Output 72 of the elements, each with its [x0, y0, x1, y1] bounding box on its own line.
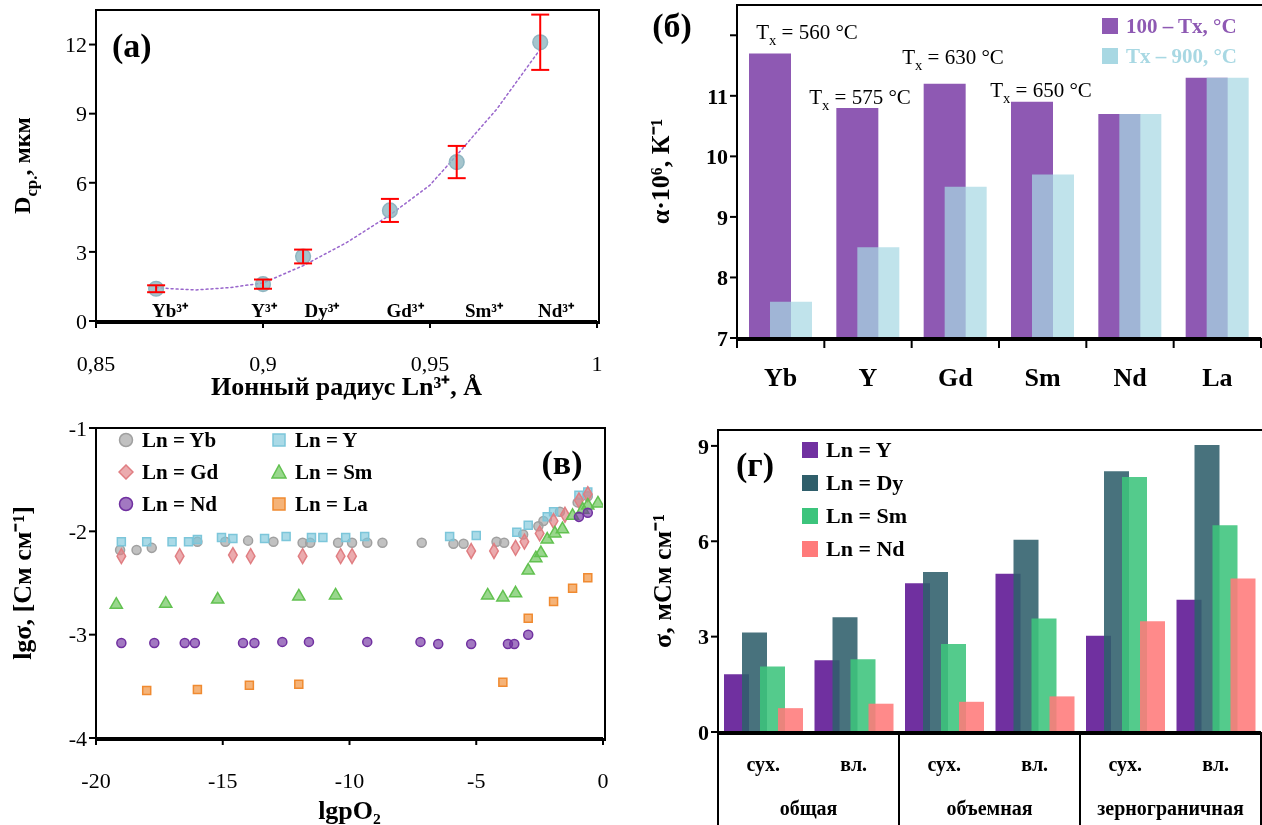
y-tick-label: 9 [76, 101, 87, 127]
legend-label: Ln = Yb [142, 427, 217, 453]
y-tick-label: 10 [706, 144, 728, 170]
chart-title: (б) [652, 6, 692, 45]
annotation: Gd³⁺ [386, 299, 425, 321]
legend-label: Ln = Dy [826, 470, 904, 496]
annotation: Dy³⁺ [304, 299, 341, 321]
x-tick-label: 0,85 [76, 350, 116, 376]
y-tick-label: -1 [68, 415, 87, 441]
legend-label: Ln = Nd [142, 491, 217, 517]
annotation: Yb³⁺ [152, 299, 189, 321]
x-tick-label: -10 [334, 767, 365, 793]
annotation: Nd³⁺ [538, 299, 575, 321]
y-tick-label: 12 [65, 32, 87, 58]
y-tick-label: 0 [698, 719, 709, 745]
x-tick-label: 1 [591, 350, 603, 376]
annotation: T$_{x}$ = 650 °C [990, 78, 1092, 106]
y-tick-label: -2 [68, 519, 87, 545]
text: общая [779, 797, 838, 819]
x-tick-label: вл. [1021, 753, 1049, 775]
legend-label: Ln = Y [826, 437, 892, 463]
x-tick-label: Y [858, 362, 878, 392]
x-tick-label: Sm [1024, 362, 1062, 392]
annotation: T$_{x}$ = 575 °C [809, 85, 911, 113]
annotation: T$_{x}$ = 630 °C [902, 45, 1004, 73]
y-tick-label: 6 [76, 170, 87, 196]
x-tick-label: 0 [597, 767, 609, 793]
annotation: Y³⁺ [251, 299, 278, 321]
x-tick-label: -5 [467, 767, 486, 793]
x-tick-label: сух. [927, 753, 962, 776]
legend-label: Tx – 900, °C [1125, 43, 1237, 69]
x-tick-label: вл. [840, 753, 868, 775]
y-tick-label: 3 [76, 239, 87, 265]
y-tick-label: 7 [717, 325, 728, 351]
legend-label: Ln = Gd [142, 459, 219, 485]
y-axis-title: α·10⁶, К⁻¹ [645, 118, 675, 225]
y-tick-label: -3 [68, 622, 87, 648]
x-tick-label: сух. [746, 753, 781, 776]
x-tick-label: 0,9 [249, 350, 277, 376]
legend-label: 100 – Tx, °C [1125, 13, 1237, 39]
y-tick-label: 0 [76, 308, 87, 334]
text: (a) [112, 26, 152, 65]
x-tick-label: La [1202, 362, 1233, 392]
y-tick-label: 3 [698, 624, 709, 650]
y-tick-label: 8 [717, 265, 728, 291]
text: (г) [735, 445, 775, 484]
y-axis-title: lgσ, [См см⁻¹] [7, 506, 37, 660]
annotation: Sm³⁺ [464, 299, 505, 321]
legend-label: Ln = La [295, 491, 368, 517]
x-tick-label: -20 [81, 767, 111, 793]
text: (в) [541, 443, 583, 482]
y-tick-label: 9 [717, 204, 728, 230]
y-axis-title: σ, мСм см⁻¹ [647, 514, 677, 648]
x-tick-label: Gd [937, 362, 974, 392]
x-tick-label: 0,95 [410, 350, 450, 376]
text: объемная [946, 797, 1033, 819]
y-tick-label: 6 [698, 529, 709, 555]
legend-label: Ln = Sm [295, 459, 373, 485]
legend-label: Ln = Nd [826, 536, 905, 562]
y-tick-label: 11 [707, 83, 728, 109]
text: зернограничная [1097, 797, 1244, 820]
x-tick-label: сух. [1108, 753, 1143, 776]
legend-label: Ln = Y [295, 427, 358, 453]
x-tick-label: Nd [1113, 362, 1148, 392]
annotation: T$_{x}$ = 560 °C [756, 20, 858, 48]
x-tick-label: вл. [1202, 753, 1230, 775]
legend-label: Ln = Sm [826, 503, 908, 529]
y-tick-label: 9 [698, 433, 709, 459]
x-axis-title: lgpO₂ [318, 795, 382, 825]
x-tick-label: Yb [764, 362, 798, 392]
x-tick-label: -15 [208, 767, 238, 793]
y-tick-label: -4 [68, 725, 87, 751]
